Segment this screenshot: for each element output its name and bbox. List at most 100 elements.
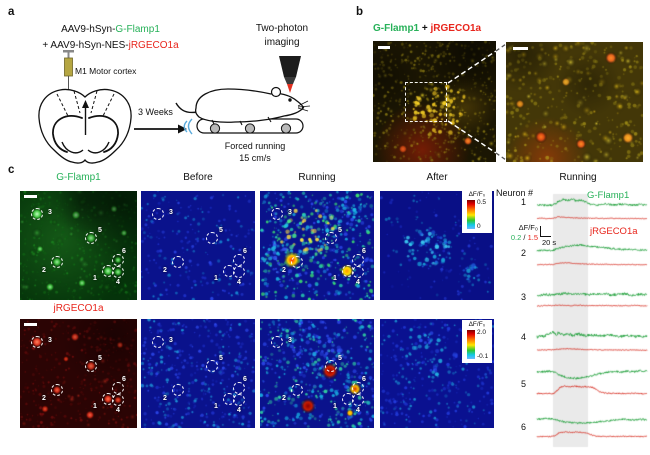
roi-circle-6	[352, 254, 364, 266]
virus-line2-prefix: + AAV9-hSyn-NES-	[42, 39, 129, 51]
c-row1-before-image: 1 2 3 4 5 6	[141, 191, 255, 300]
roi-number: 4	[237, 279, 241, 286]
zoom-region-box	[405, 82, 447, 122]
forced-running-label: Forced running 15 cm/s	[224, 141, 286, 163]
c-header-after: After	[426, 172, 448, 183]
roi-number: 2	[163, 267, 167, 274]
roi-number: 1	[333, 403, 337, 410]
roi-number: 1	[93, 403, 97, 410]
c-header-before: Before	[183, 172, 213, 183]
laser-beam-icon	[287, 84, 293, 93]
panel-b-label: b	[356, 6, 364, 18]
c-row2-before-image: 1 2 3 4 5 6	[141, 319, 255, 428]
roi-number: 4	[116, 407, 120, 414]
virus-line1: AAV9-hSyn-G-Flamp1	[18, 22, 203, 38]
trace-neuron-number: 2	[520, 248, 526, 258]
colorbar-gradient	[467, 330, 475, 359]
roi-number: 1	[214, 403, 218, 410]
colorbar-gradient	[467, 200, 475, 229]
roi-circle-4	[112, 266, 124, 278]
roi-number: 3	[169, 337, 173, 344]
virus-line1-prefix: AAV9-hSyn-	[61, 24, 116, 35]
roi-circle-6	[233, 382, 245, 394]
trace-neuron-number: 5	[520, 379, 526, 389]
colorbar-jrgeco1a: ΔF/F₀ 2.0 -0.1	[462, 320, 492, 363]
roi-number: 3	[288, 337, 292, 344]
scale-bar	[378, 46, 390, 49]
panel-c-label: c	[8, 164, 15, 176]
roi-circle-3	[31, 208, 43, 220]
roi-number: 5	[338, 355, 342, 362]
roi-number: 6	[243, 376, 247, 383]
scale-bar	[24, 323, 37, 326]
roi-circle-4	[233, 394, 245, 406]
roi-number: 4	[356, 279, 360, 286]
colorbar-min: -0.1	[477, 353, 489, 360]
roi-number: 3	[288, 209, 292, 216]
b-zoom-image	[506, 42, 643, 162]
colorbar-max: 2.0	[477, 328, 487, 336]
scale-green-value: 0.2	[510, 232, 522, 242]
syringe-plunger-icon	[63, 50, 74, 53]
gflamp1-name: G-Flamp1	[115, 24, 160, 35]
trace-neuron-number: 4	[520, 332, 526, 342]
roi-circle-3	[152, 208, 164, 220]
roi-circle-4	[112, 394, 124, 406]
roi-circle-3	[152, 336, 164, 348]
trace-neuron-number: 3	[520, 292, 526, 302]
roi-number: 5	[219, 355, 223, 362]
two-photon-label: Two-photon imaging	[255, 23, 309, 48]
mouse-ear-icon	[270, 86, 282, 98]
colorbar-min: 0	[477, 223, 481, 230]
panel-b-title: G-Flamp1 + jRGECO1a	[373, 23, 481, 34]
trace-running-header: Running	[559, 172, 597, 183]
time-scale-bar	[540, 236, 551, 237]
trace-neuron-number: 6	[520, 422, 526, 432]
roi-circle-5	[325, 360, 337, 372]
motion-lines-icon	[183, 118, 193, 135]
roi-circle-2	[291, 384, 303, 396]
roi-number: 3	[48, 209, 52, 216]
objective-icon	[279, 56, 301, 84]
roi-circle-5	[85, 232, 97, 244]
c-header-running: Running	[298, 172, 336, 183]
roi-number: 6	[122, 376, 126, 383]
mouse-tail-icon	[175, 102, 198, 114]
virus-line2: + AAV9-hSyn-NES-jRGECO1a	[18, 38, 203, 54]
roi-number: 3	[48, 337, 52, 344]
trace-neuron-number: 1	[520, 197, 526, 207]
roi-number: 5	[98, 355, 102, 362]
roi-number: 4	[237, 407, 241, 414]
c-gflamp1-image: 1 2 3 4 5 6	[20, 191, 137, 300]
roi-number: 5	[98, 227, 102, 234]
roi-circle-2	[172, 256, 184, 268]
jrgeco1a-name: jRGECO1a	[128, 39, 179, 51]
roi-number: 1	[333, 275, 337, 282]
syringe-barrel-icon	[64, 57, 73, 77]
roi-number: 2	[282, 395, 286, 402]
neuron-number-label: Neuron #	[496, 188, 534, 198]
roi-circle-4	[233, 266, 245, 278]
panel-b-title-red: jRGECO1a	[430, 23, 482, 34]
scale-bar	[24, 195, 37, 198]
trace-scale-label: ΔF/F₀	[518, 223, 538, 232]
roi-number: 1	[214, 275, 218, 282]
y-scale-bar	[540, 226, 541, 237]
roi-number: 5	[338, 227, 342, 234]
roi-circle-5	[206, 360, 218, 372]
colorbar-label: ΔF/F₀	[468, 190, 486, 198]
scale-red-value: 1.5	[527, 232, 538, 242]
trace-green-legend: G-Flamp1	[587, 190, 630, 201]
roi-circle-2	[51, 256, 63, 268]
c-row1-running-image: 1 2 3 4 5 6	[260, 191, 374, 300]
c-row1-title: G-Flamp1	[56, 172, 101, 183]
roi-number: 2	[42, 267, 46, 274]
b-overview-image	[373, 41, 496, 162]
roi-circle-5	[85, 360, 97, 372]
panel-b-title-plus: +	[419, 23, 431, 34]
roi-circle-5	[325, 232, 337, 244]
roi-number: 6	[362, 376, 366, 383]
m1-cortex-label: M1 Motor cortex	[75, 66, 137, 76]
roi-circle-2	[51, 384, 63, 396]
